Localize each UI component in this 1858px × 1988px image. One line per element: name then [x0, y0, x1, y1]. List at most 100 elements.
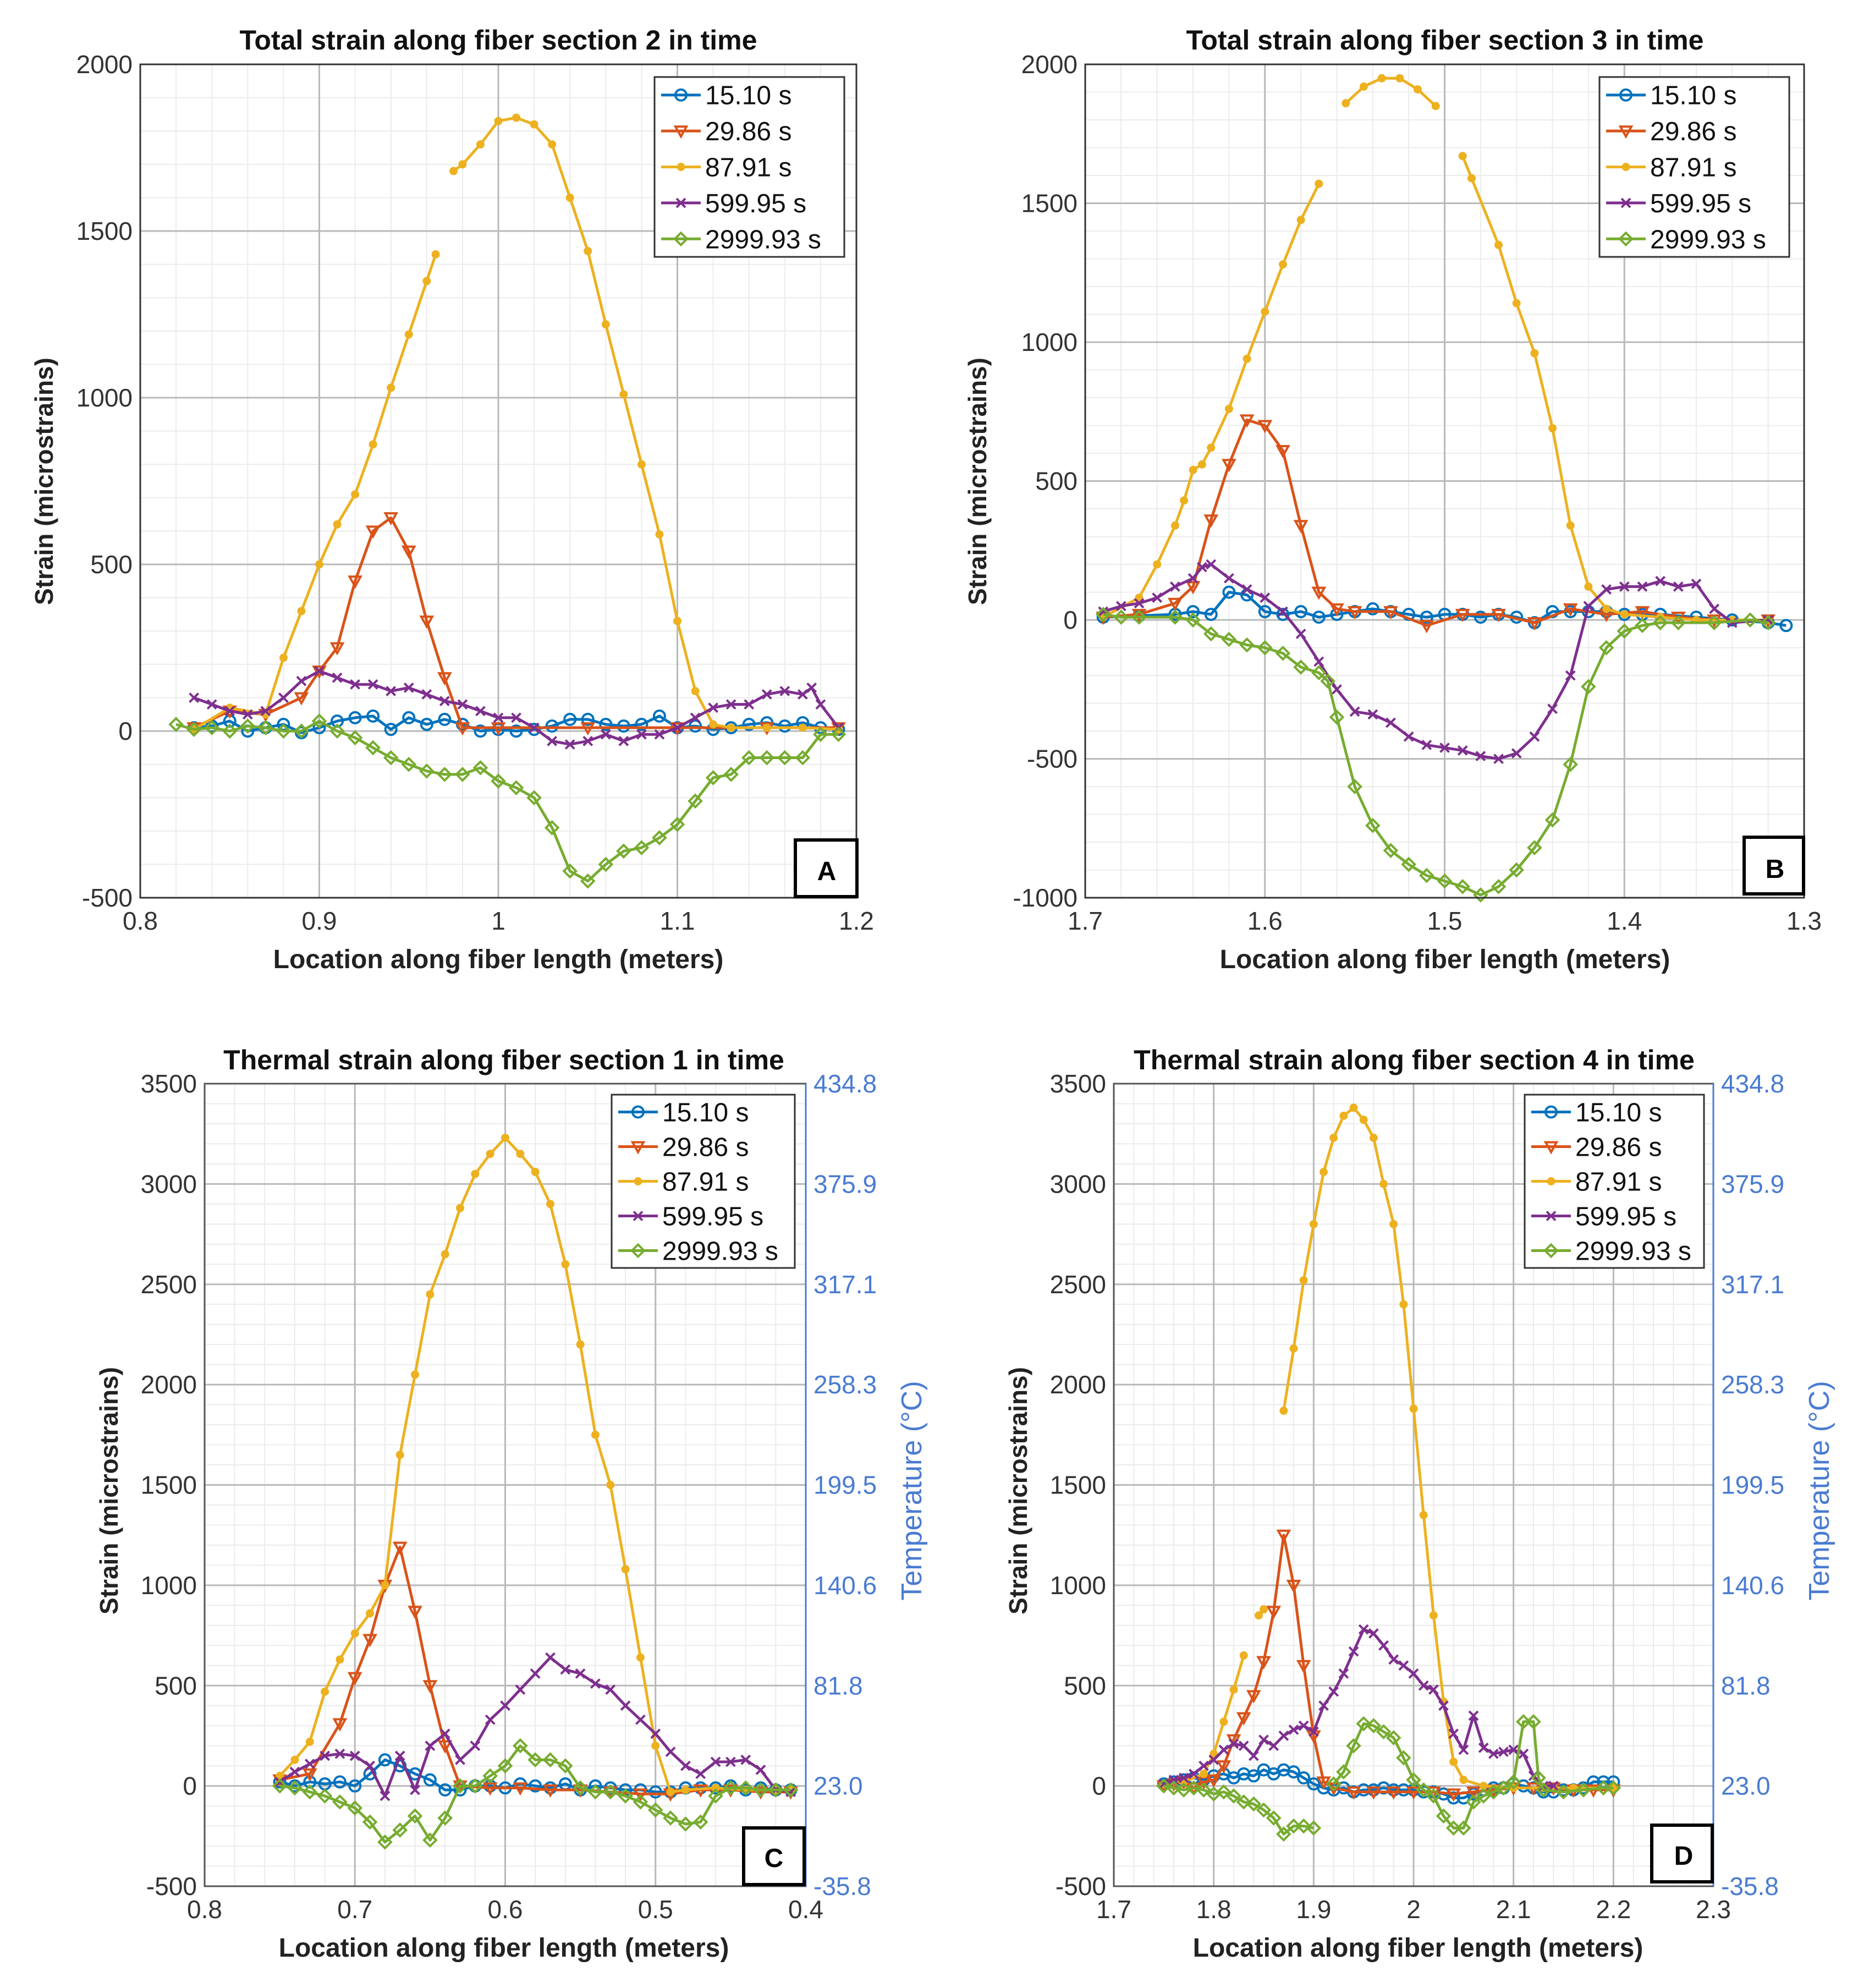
y2-tick-label: 258.3 [1721, 1370, 1784, 1399]
y-tick-label: 500 [1064, 1671, 1106, 1700]
data-point [1278, 606, 1288, 617]
data-point [1563, 603, 1578, 617]
data-point [1408, 1668, 1419, 1679]
x-tick-label: 1 [491, 907, 505, 935]
data-point [1206, 559, 1217, 570]
y2-tick-label: 434.8 [1721, 1069, 1784, 1098]
data-point [438, 712, 452, 726]
data-point [526, 790, 542, 806]
data-point [1413, 85, 1422, 94]
data-point [333, 520, 342, 529]
data-point [1243, 354, 1251, 363]
panel-letter-box [1650, 1824, 1714, 1883]
data-point [1329, 709, 1345, 725]
data-point [1709, 603, 1720, 614]
data-point [272, 1778, 288, 1794]
y-tick-label: 2500 [1050, 1270, 1106, 1299]
data-point [452, 1778, 468, 1794]
data-point [741, 750, 757, 766]
data-point [1429, 1611, 1438, 1620]
data-point [1216, 1760, 1232, 1774]
data-point [1779, 619, 1793, 633]
data-point [365, 525, 381, 539]
data-point [1458, 152, 1467, 161]
data-point [1426, 1788, 1442, 1804]
data-point [673, 617, 681, 625]
data-point [681, 1786, 690, 1794]
y-tick-label: -500 [146, 1872, 197, 1901]
data-point [1348, 1646, 1359, 1657]
data-point [348, 575, 362, 589]
data-point [616, 843, 631, 859]
data-point [1276, 1826, 1291, 1842]
data-point [777, 750, 793, 766]
data-point [1216, 1784, 1232, 1800]
y-tick-label: 2000 [141, 1370, 197, 1399]
panel-letter-box [742, 1826, 806, 1886]
data-point [1222, 459, 1236, 473]
data-point [401, 756, 417, 772]
data-point [1475, 751, 1486, 761]
data-point [1486, 1784, 1502, 1800]
data-point [708, 1788, 723, 1804]
data-point [1388, 1654, 1399, 1665]
data-point [314, 666, 325, 677]
data-point [723, 766, 739, 782]
data-point [486, 1150, 494, 1158]
data-point [831, 727, 846, 742]
data-point [798, 723, 807, 732]
data-point [1167, 609, 1183, 625]
data-point [619, 390, 628, 399]
data-point [530, 120, 538, 129]
data-point [1239, 1651, 1248, 1660]
data-point [543, 1784, 558, 1798]
data-point [1437, 873, 1453, 889]
data-point [513, 1782, 528, 1796]
data-point [392, 1541, 408, 1555]
data-point [1221, 631, 1237, 647]
data-point [1457, 745, 1468, 756]
x-tick-label: 0.6 [488, 1895, 523, 1924]
data-point [1378, 1640, 1389, 1651]
data-point [1236, 1794, 1251, 1810]
data-point [1376, 1724, 1392, 1739]
data-point [332, 1718, 348, 1732]
data-point [1379, 1179, 1388, 1188]
series-599-95-s [274, 1652, 796, 1802]
data-point [725, 1756, 736, 1767]
x-axis-label: Location along fiber length (meters) [1193, 1934, 1643, 1963]
data-point [437, 672, 452, 686]
data-point [1509, 862, 1525, 878]
series-line [1103, 613, 1768, 897]
data-point [1476, 1788, 1491, 1804]
data-point [755, 1765, 766, 1775]
data-point [669, 816, 685, 832]
data-point [1189, 465, 1197, 474]
data-point [705, 770, 721, 786]
data-point [512, 1738, 528, 1754]
y2-tick-label: 317.1 [1721, 1270, 1784, 1299]
y-axis-label: Strain (microstrains) [95, 1367, 123, 1614]
data-point [1338, 1668, 1349, 1679]
data-point [1208, 1754, 1219, 1765]
legend-label: 29.86 s [1650, 117, 1736, 146]
data-point [1419, 1511, 1428, 1519]
y-tick-label: 1500 [1050, 1471, 1106, 1500]
legend-label: 15.10 s [1650, 81, 1736, 111]
data-point [1336, 1764, 1351, 1780]
data-point [575, 1668, 586, 1679]
series-line [1163, 1628, 1554, 1788]
legend: 15.10 s 29.86 s 87.91 s 599.95 s 2999.93 s [653, 76, 845, 258]
data-point [1652, 615, 1668, 630]
y-tick-label: -500 [1027, 745, 1078, 773]
data-point [1268, 1740, 1279, 1751]
legend-marker [634, 1177, 642, 1185]
data-point [710, 1756, 721, 1767]
data-point [1297, 1771, 1311, 1785]
x-axis-label: Location along fiber length (meters) [1220, 945, 1670, 974]
data-point [402, 711, 416, 724]
data-point [1458, 1744, 1469, 1755]
data-point [491, 773, 506, 789]
data-point [500, 1700, 510, 1711]
data-point [289, 1766, 300, 1777]
